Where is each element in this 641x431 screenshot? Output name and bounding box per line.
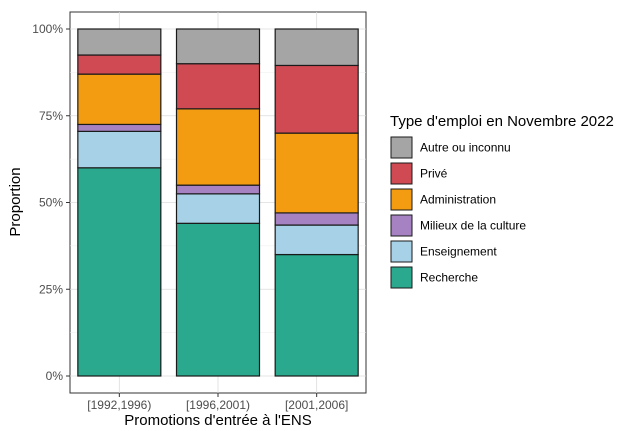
legend-label: Administration	[420, 193, 496, 207]
x-axis: [1992,1996) [1996,2001) [2001,2006]	[87, 393, 348, 412]
bar-segment	[175, 193, 261, 224]
bar-segment	[77, 123, 162, 132]
bar-segment	[274, 64, 359, 134]
legend-label: Enseignement	[420, 245, 497, 259]
bar-segment	[175, 63, 261, 110]
x-tick-label: [2001,2006]	[285, 398, 348, 412]
y-tick-label: 50%	[39, 196, 63, 210]
bar-segment	[77, 167, 162, 377]
legend-swatch	[390, 240, 413, 263]
bar-segment	[175, 28, 261, 65]
bar-segment	[274, 224, 359, 256]
bar-segment	[77, 28, 162, 56]
legend-label: Milieux de la culture	[420, 219, 526, 233]
legend-swatch	[390, 266, 413, 289]
legend-label: Privé	[420, 167, 448, 181]
bar-segment	[175, 108, 261, 186]
bar-segment	[274, 28, 359, 67]
legend-swatch	[390, 188, 413, 211]
legend-label: Autre ou inconnu	[420, 141, 511, 155]
bar-segment	[175, 222, 261, 377]
y-tick-label: 75%	[39, 109, 63, 123]
y-tick-label: 100%	[32, 22, 63, 36]
bars	[77, 28, 359, 377]
x-tick-label: [1996,2001)	[186, 398, 250, 412]
y-axis-title: Proportion	[7, 167, 24, 236]
bar-segment	[274, 212, 359, 226]
bar-segment	[274, 253, 359, 377]
y-tick-label: 25%	[39, 282, 63, 296]
legend: Type d'emploi en Novembre 2022 Autre ou …	[390, 113, 614, 289]
legend-swatch	[390, 162, 413, 185]
x-tick-label: [1992,1996)	[87, 398, 151, 412]
x-axis-title: Promotions d'entrée à l'ENS	[124, 412, 312, 429]
bar-segment	[77, 130, 162, 169]
bar-segment	[274, 132, 359, 214]
legend-swatch	[390, 214, 413, 237]
legend-title: Type d'emploi en Novembre 2022	[390, 113, 614, 130]
legend-label: Recherche	[420, 271, 478, 285]
bar-segment	[77, 73, 162, 126]
bar-segment	[77, 54, 162, 75]
legend-swatch	[390, 136, 413, 159]
bar-segment	[175, 184, 261, 195]
y-tick-label: 0%	[46, 369, 64, 383]
y-axis: 0% 25% 50% 75% 100%	[32, 22, 70, 383]
